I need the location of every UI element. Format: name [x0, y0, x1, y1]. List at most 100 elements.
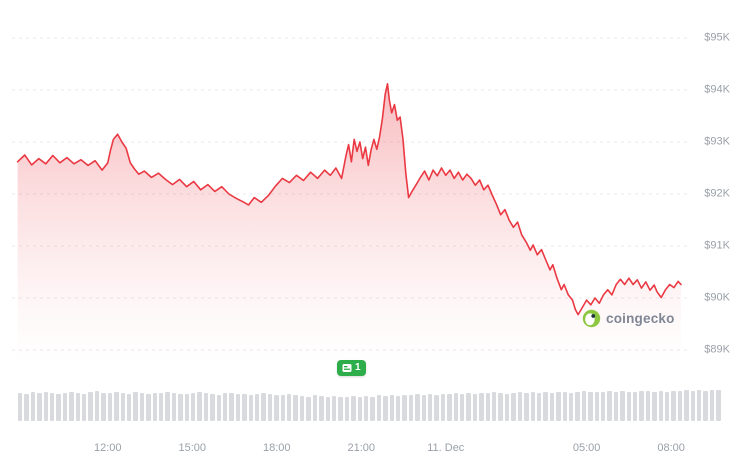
navigator-bar — [498, 393, 503, 421]
navigator-bar — [709, 389, 715, 421]
navigator-bar — [639, 391, 644, 421]
navigator-bar — [376, 395, 382, 421]
navigator-bar — [62, 392, 68, 421]
navigator-bar — [24, 393, 29, 421]
x-axis-label: 21:00 — [347, 442, 376, 454]
navigator-bar — [152, 392, 157, 421]
navigator-bar — [485, 393, 491, 421]
navigator-bar — [568, 393, 574, 421]
navigator-bar — [293, 395, 298, 421]
navigator-bar — [331, 395, 337, 421]
navigator-bar — [562, 392, 567, 421]
navigator-bar — [178, 393, 183, 421]
navigator-bar — [287, 394, 292, 421]
navigator-bar — [210, 394, 215, 421]
navigator-bar — [524, 393, 529, 421]
navigator-bar — [536, 393, 542, 421]
navigator-bar — [37, 393, 42, 421]
navigator-bar — [363, 395, 369, 421]
navigator-bar — [395, 395, 401, 421]
x-axis-label: 15:00 — [178, 442, 207, 454]
navigator-bar — [607, 391, 612, 421]
navigator-bar — [460, 394, 465, 421]
navigator-bar — [146, 394, 151, 421]
y-axis-label: $89K — [704, 343, 730, 356]
navigator-bar — [261, 393, 266, 421]
navigator-bar — [184, 394, 189, 421]
navigator-bar — [190, 393, 196, 421]
navigator-bar — [338, 396, 343, 421]
navigator-bar — [543, 391, 548, 421]
navigator-bar — [274, 394, 279, 421]
navigator-bar — [114, 391, 119, 421]
navigator-bar — [408, 395, 414, 421]
navigator-bar — [492, 392, 497, 421]
y-axis-label: $90K — [704, 291, 730, 304]
navigator-bar — [30, 392, 36, 421]
navigator-bar — [402, 394, 407, 421]
navigator-bar — [299, 395, 305, 421]
navigator-bar — [94, 391, 100, 421]
y-axis-label: $93K — [704, 135, 730, 148]
range-navigator[interactable] — [18, 386, 722, 421]
navigator-bar — [107, 393, 113, 421]
navigator-bar — [344, 397, 350, 421]
navigator-bar — [216, 394, 221, 421]
navigator-bar — [626, 391, 631, 421]
navigator-bar — [671, 390, 676, 421]
navigator-bar — [645, 390, 651, 421]
navigator-bar — [421, 395, 426, 421]
navigator-bar — [684, 390, 689, 421]
x-axis-label: 08:00 — [657, 442, 685, 454]
navigator-bar — [472, 393, 478, 421]
x-axis-label: 05:00 — [572, 442, 601, 454]
annotation-badge[interactable]: 1 — [337, 360, 366, 376]
navigator-bar — [677, 391, 683, 421]
navigator-bar — [133, 392, 138, 421]
navigator-bar — [18, 393, 23, 421]
navigator-bar — [620, 390, 625, 421]
navigator-bar — [549, 392, 555, 421]
navigator-bar — [82, 393, 87, 421]
navigator-bar — [56, 394, 61, 421]
navigator-bar — [588, 392, 593, 421]
coingecko-watermark: coingecko — [582, 309, 675, 328]
navigator-bar — [383, 396, 388, 421]
navigator-bar — [504, 393, 510, 421]
navigator-bar — [319, 396, 324, 421]
y-axis-label: $92K — [704, 187, 730, 200]
watermark-label: coingecko — [606, 310, 675, 326]
navigator-bar — [511, 392, 516, 421]
navigator-bar — [88, 392, 93, 421]
navigator-bar — [101, 392, 106, 421]
navigator-bar — [280, 395, 286, 421]
price-area-fill — [17, 83, 682, 363]
navigator-bar — [575, 391, 580, 421]
news-icon — [342, 363, 352, 373]
navigator-bar — [658, 390, 664, 421]
navigator-bar — [517, 391, 523, 421]
navigator-bar — [69, 391, 74, 421]
navigator-bar — [351, 396, 356, 421]
navigator-bar — [434, 394, 439, 421]
navigator-bar — [43, 391, 49, 421]
navigator-bar — [306, 396, 311, 421]
navigator-bar — [171, 393, 177, 421]
navigator-bar — [466, 393, 471, 421]
navigator-bar — [594, 391, 599, 421]
navigator-bar — [120, 393, 125, 421]
navigator-bar — [370, 396, 375, 421]
navigator-bar — [453, 393, 459, 421]
navigator-bar — [703, 390, 708, 421]
navigator-bar — [126, 393, 132, 421]
navigator-bar — [50, 393, 55, 421]
navigator-bar — [255, 393, 260, 421]
x-axis-label: 11. Dec — [427, 442, 465, 454]
navigator-bar — [197, 392, 202, 421]
navigator-bar — [139, 393, 145, 421]
navigator-bar — [613, 391, 619, 421]
navigator-bar — [248, 395, 254, 421]
navigator-bar — [652, 391, 657, 421]
price-line — [16, 83, 682, 316]
